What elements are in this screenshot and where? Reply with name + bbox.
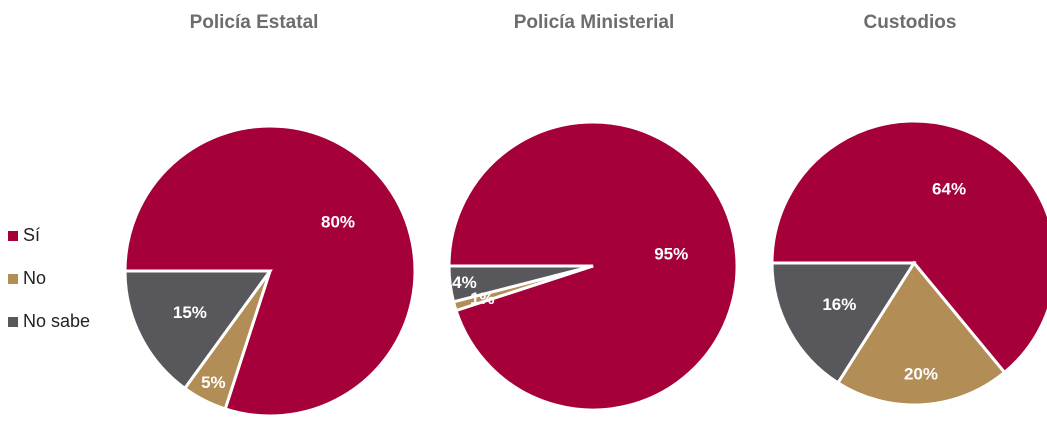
legend-item-no: No bbox=[8, 257, 90, 300]
legend-label-no-sabe: No sabe bbox=[23, 311, 91, 331]
pie-label-policia-estatal-no-sabe: 15% bbox=[173, 303, 207, 322]
pie-label-policia-estatal-no: 5% bbox=[201, 373, 226, 392]
legend-swatch-si bbox=[8, 230, 18, 241]
chart-title-policia-ministerial: Policía Ministerial bbox=[513, 12, 675, 33]
pie-label-custodios-no-sabe: 16% bbox=[822, 295, 856, 314]
legend-swatch-no-sabe bbox=[8, 316, 18, 327]
pie-label-policia-ministerial-no-sabe: 4% bbox=[452, 273, 477, 292]
legend: Sí No No sabe bbox=[8, 214, 90, 343]
legend-item-si: Sí bbox=[8, 214, 90, 257]
chart-title-policia-estatal: Policía Estatal bbox=[189, 12, 319, 33]
pie-label-policia-ministerial-si: 95% bbox=[654, 245, 688, 264]
legend-item-no-sabe: No sabe bbox=[8, 300, 90, 343]
pie-label-policia-estatal-si: 80% bbox=[321, 213, 355, 232]
pie-slice-policia-ministerial-no-sabe bbox=[447, 264, 594, 304]
chart-title-custodios: Custodios bbox=[863, 12, 957, 33]
legend-label-si: Sí bbox=[23, 225, 41, 245]
pie-label-custodios-no: 20% bbox=[904, 365, 938, 384]
pie-slice-policia-estatal-no-sabe bbox=[123, 269, 273, 391]
pie-label-custodios-si: 64% bbox=[932, 179, 966, 198]
pie-slice-custodios-no-sabe bbox=[770, 261, 917, 385]
legend-swatch-no bbox=[8, 273, 18, 284]
pie-slice-custodios-si bbox=[770, 119, 1047, 375]
legend-label-no: No bbox=[23, 268, 47, 288]
pie-label-policia-ministerial-no: 1% bbox=[470, 289, 495, 308]
pie-slice-custodios-no bbox=[835, 260, 1007, 407]
